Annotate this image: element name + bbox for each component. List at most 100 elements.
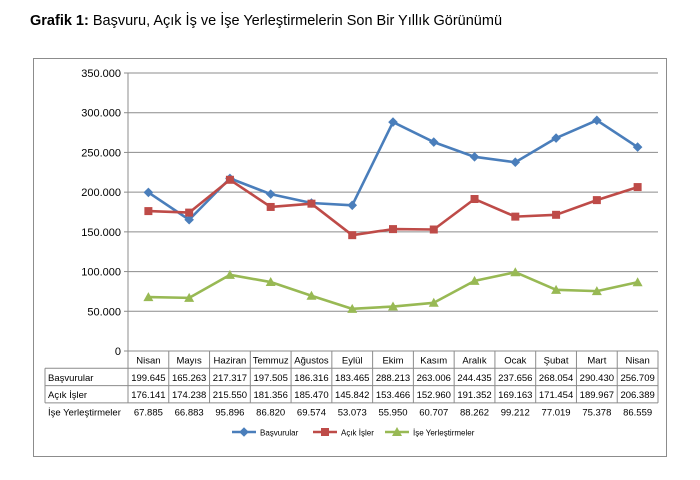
y-tick-label: 200.000 [81, 187, 121, 199]
chart-frame [33, 58, 667, 457]
legend-label: Açık İşler [341, 429, 374, 438]
data-label: 86.820 [256, 407, 285, 418]
x-tick-label: Temmuz [253, 356, 289, 367]
data-label: 256.709 [620, 373, 654, 384]
x-tick-label: Nisan [136, 356, 160, 367]
data-point [470, 195, 479, 204]
data-label: 268.054 [539, 373, 573, 384]
x-tick-label: Eylül [342, 356, 363, 367]
data-label: 60.707 [419, 407, 448, 418]
data-label: 66.883 [175, 407, 204, 418]
data-point [225, 175, 234, 184]
data-point [144, 207, 153, 216]
y-tick-label: 100.000 [81, 267, 121, 279]
x-tick-label: Ekim [382, 356, 403, 367]
data-label: 75.378 [582, 407, 611, 418]
data-point [552, 210, 561, 219]
x-tick-label: Şubat [544, 356, 569, 367]
data-point [592, 115, 602, 126]
data-label: 171.454 [539, 390, 573, 401]
data-point [266, 202, 275, 211]
data-label: 99.212 [501, 407, 530, 418]
x-tick-label: Mayıs [176, 356, 202, 367]
data-label: 183.465 [335, 373, 369, 384]
data-point [469, 275, 480, 285]
data-point [551, 284, 562, 294]
data-point [592, 196, 601, 205]
data-label: 53.073 [338, 407, 367, 418]
table-row-header: Açık İşler [48, 390, 87, 401]
data-point [591, 286, 602, 296]
x-tick-label: Nisan [625, 356, 649, 367]
data-label: 185.470 [294, 390, 328, 401]
data-label: 86.559 [623, 407, 652, 418]
data-label: 88.262 [460, 407, 489, 418]
data-point [551, 133, 561, 143]
data-point [185, 208, 194, 217]
series-line-1 [147, 119, 639, 222]
data-label: 174.238 [172, 390, 206, 401]
x-tick-label: Mart [587, 356, 606, 367]
data-point [306, 290, 317, 300]
chart-title-prefix: Grafik 1: [30, 13, 89, 29]
y-tick-label: 300.000 [81, 108, 121, 120]
data-point [511, 212, 520, 221]
data-label: 215.550 [213, 390, 247, 401]
data-point [143, 187, 154, 198]
data-label: 67.885 [134, 407, 163, 418]
data-point [632, 277, 643, 287]
data-point [510, 157, 521, 168]
data-point [184, 214, 194, 225]
x-tick-label: Kasım [420, 356, 447, 367]
data-label: 288.213 [376, 373, 410, 384]
data-label: 176.141 [131, 390, 165, 401]
data-point [429, 225, 438, 234]
data-point [347, 200, 358, 211]
legend-marker [239, 427, 249, 437]
x-tick-label: Aralık [462, 356, 487, 367]
data-point [469, 152, 480, 162]
data-point [224, 269, 235, 279]
legend-label: Başvurular [260, 429, 299, 438]
data-point [307, 199, 316, 208]
y-tick-label: 0 [115, 346, 121, 358]
x-tick-label: Haziran [214, 356, 247, 367]
data-point [428, 297, 439, 307]
data-point [632, 142, 643, 152]
data-point [265, 277, 276, 287]
data-label: 55.950 [378, 407, 407, 418]
data-point [388, 301, 398, 311]
data-label: 290.430 [580, 373, 614, 384]
data-label: 244.435 [457, 373, 491, 384]
data-label: 197.505 [254, 373, 288, 384]
data-label: 181.356 [254, 390, 288, 401]
y-tick-label: 350.000 [81, 68, 121, 80]
table-row-header: İşe Yerleştirmeler [48, 407, 121, 418]
table-row-header: Başvurular [48, 373, 93, 384]
data-point [348, 231, 357, 240]
data-label: 152.960 [417, 390, 451, 401]
chart-title-text: Başvuru, Açık İş ve İşe Yerleştirmelerin… [92, 13, 503, 29]
data-label: 186.316 [294, 373, 328, 384]
data-point [389, 225, 397, 234]
data-label: 217.317 [213, 373, 247, 384]
data-point [143, 292, 154, 302]
y-tick-label: 50.000 [87, 306, 121, 318]
data-point [428, 137, 439, 147]
data-label: 191.352 [457, 390, 491, 401]
data-point [388, 117, 398, 127]
data-label: 69.574 [297, 407, 326, 418]
chart-title: Grafik 1: Başvuru, Açık İş ve İşe Yerleş… [30, 13, 502, 29]
data-point [633, 183, 642, 192]
data-label: 165.263 [172, 373, 206, 384]
y-tick-label: 150.000 [81, 227, 121, 239]
data-label: 169.163 [498, 390, 532, 401]
data-label: 153.466 [376, 390, 410, 401]
data-point [510, 267, 521, 277]
data-point [184, 292, 195, 302]
legend-marker [321, 428, 329, 436]
data-label: 95.896 [215, 407, 244, 418]
legend-label: İşe Yerleştirmeler [413, 429, 475, 438]
data-label: 206.389 [620, 390, 654, 401]
